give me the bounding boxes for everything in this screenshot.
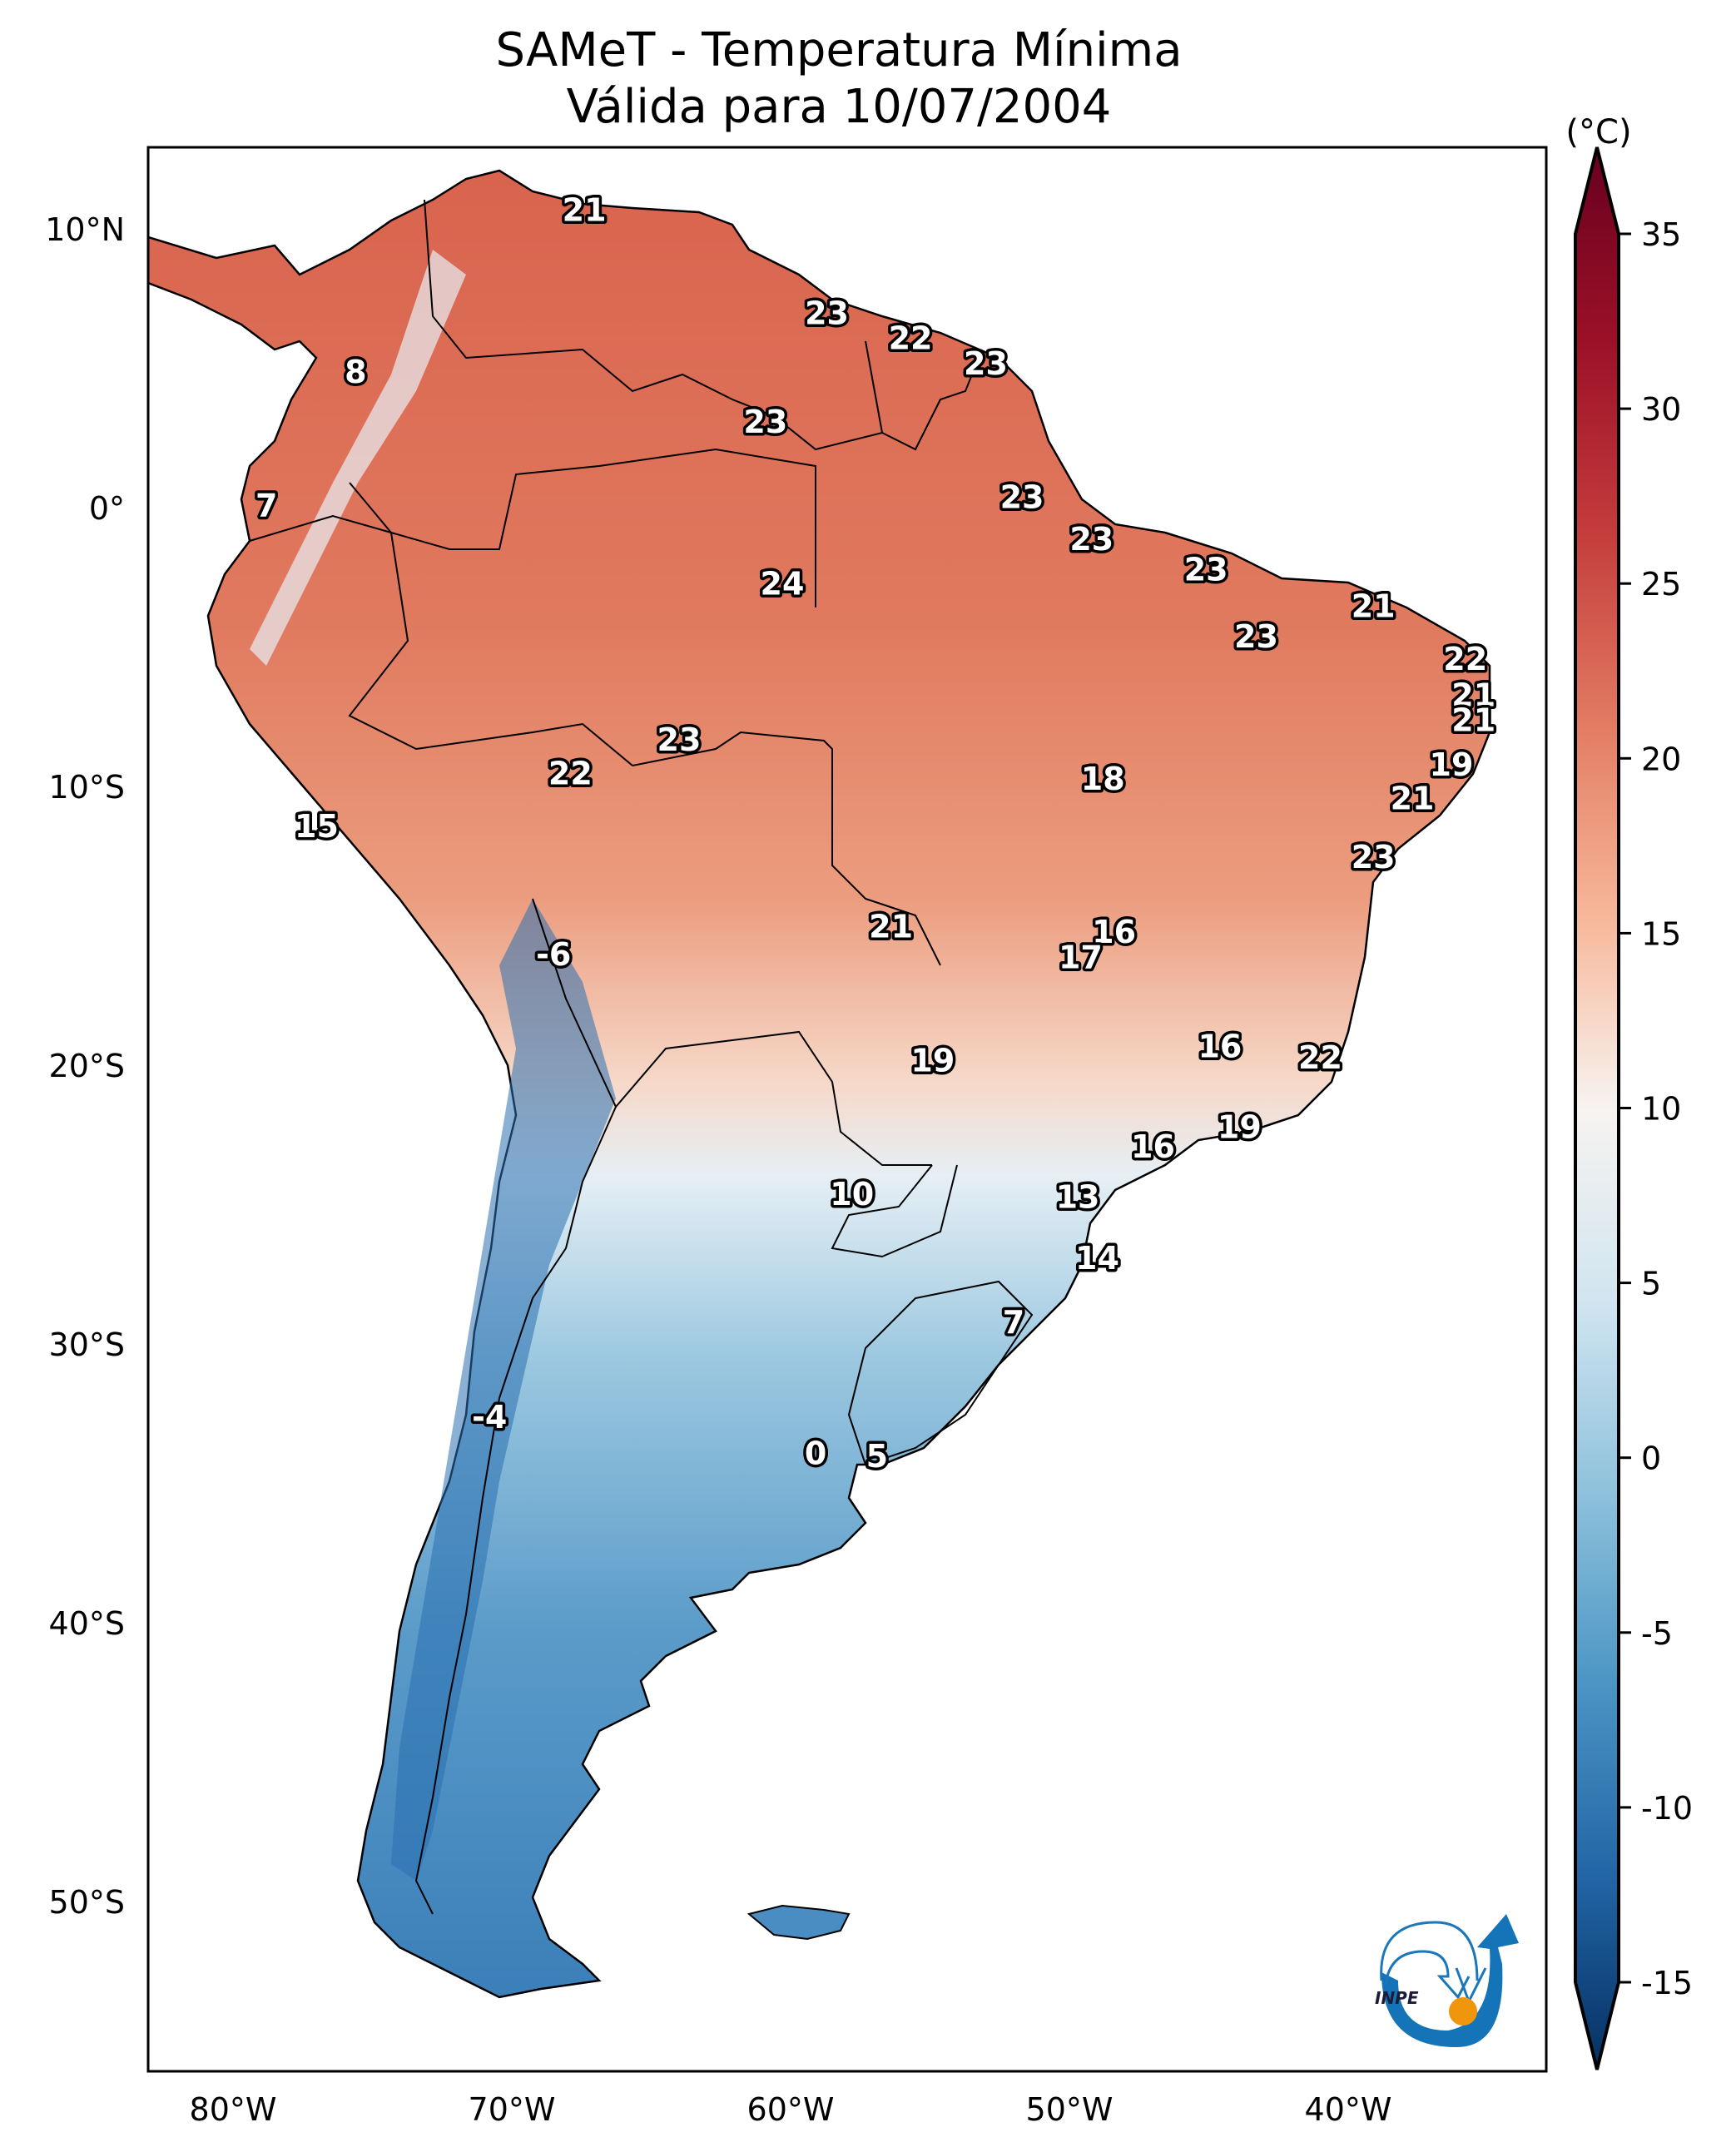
- andes-north-cool-band: [250, 250, 466, 666]
- temperature-label: 19: [1218, 1109, 1262, 1146]
- temperature-label: 19: [1430, 746, 1474, 783]
- lon-tick-label: 80°W: [190, 2091, 277, 2128]
- temperature-label: 5: [866, 1438, 888, 1475]
- logo-inner-loop-icon: [1384, 1950, 1471, 2000]
- colorbar: (°C) 35 30 25 20 15 10 5 0 -5 -10 -15: [1565, 113, 1693, 2070]
- temperature-label: 0: [805, 1435, 826, 1472]
- temperature-label: 21: [869, 909, 913, 945]
- lat-tick-label: 20°S: [49, 1048, 125, 1084]
- temperature-label: 22: [548, 755, 593, 791]
- temperature-label: 14: [1075, 1240, 1119, 1277]
- colorbar-tick-label: 15: [1641, 915, 1681, 952]
- temperature-label: 21: [1352, 588, 1396, 624]
- lat-tick-label: 30°S: [49, 1326, 125, 1363]
- temperature-label: 16: [1131, 1128, 1175, 1165]
- temperature-label: 22: [1443, 641, 1487, 677]
- colorbar-tick-label: 25: [1641, 566, 1681, 602]
- temperature-label: -4: [472, 1399, 507, 1435]
- colorbar-tick-label: -5: [1641, 1615, 1673, 1652]
- latitude-axis: 10°N 0° 10°S 20°S 30°S 40°S 50°S: [45, 211, 125, 1921]
- temperature-label: 21: [1391, 780, 1435, 816]
- temperature-label: 23: [1352, 839, 1396, 875]
- lon-tick-label: 50°W: [1026, 2091, 1114, 2128]
- temperature-label: 23: [805, 295, 849, 332]
- temperature-label: 23: [1184, 552, 1228, 588]
- colorbar-tick-label: 10: [1641, 1091, 1681, 1128]
- temperature-label: 23: [657, 721, 702, 758]
- temperature-label: 23: [964, 345, 1008, 382]
- temperature-label: 23: [1069, 521, 1114, 558]
- lon-tick-label: 40°W: [1305, 2091, 1392, 2128]
- lat-tick-label: 40°S: [49, 1605, 125, 1642]
- colorbar-body: [1574, 146, 1620, 2070]
- logo-text: INPE: [1375, 1988, 1419, 2008]
- temperature-label: 21: [563, 192, 607, 229]
- colorbar-tick-label: 20: [1641, 741, 1681, 777]
- colorbar-tick-label: 30: [1641, 391, 1681, 428]
- temperature-label: 16: [1198, 1029, 1242, 1065]
- temperature-label: 13: [1056, 1178, 1100, 1215]
- temperature-label: -6: [536, 936, 571, 973]
- country-borders: [249, 199, 1034, 1915]
- temperature-label: 23: [743, 404, 787, 440]
- logo-swoosh-icon: [1381, 1914, 1519, 2047]
- temperature-label: 18: [1081, 761, 1125, 797]
- temperature-label: 8: [345, 354, 366, 390]
- lon-tick-label: 60°W: [747, 2091, 835, 2128]
- temperature-label: 7: [255, 488, 277, 524]
- south-america-landmass: [148, 169, 1491, 1999]
- colorbar-ticks: 35 30 25 20 15 10 5 0 -5 -10 -15: [1619, 216, 1693, 2001]
- temperature-label: 15: [295, 808, 339, 845]
- temperature-label: 7: [1003, 1304, 1024, 1341]
- colorbar-tick-label: 35: [1641, 216, 1681, 253]
- colorbar-tick-label: -10: [1641, 1790, 1693, 1827]
- temperature-label: 23: [1234, 618, 1278, 655]
- temperature-label: 10: [830, 1176, 874, 1212]
- colorbar-unit-label: (°C): [1565, 113, 1631, 151]
- colorbar-tick-label: -15: [1641, 1965, 1693, 2001]
- lat-tick-label: 10°N: [45, 211, 125, 248]
- temperature-label: 21: [1451, 677, 1495, 713]
- colorbar-tick-label: 0: [1641, 1440, 1661, 1477]
- temperature-label: 24: [761, 565, 805, 602]
- temperature-label: 16: [1092, 914, 1136, 950]
- temperature-label: 22: [889, 320, 933, 357]
- longitude-axis: 80°W 70°W 60°W 50°W 40°W: [190, 2091, 1392, 2128]
- chart-title-line1: SAMeT - Temperatura Mínima: [495, 23, 1183, 77]
- lat-tick-label: 10°S: [49, 769, 125, 806]
- falkland-islands: [746, 1904, 851, 1941]
- lat-tick-label: 50°S: [49, 1884, 125, 1921]
- lat-tick-label: 0°: [89, 490, 125, 527]
- inpe-logo: INPE: [1375, 1914, 1519, 2047]
- temperature-label: 23: [1000, 479, 1044, 516]
- colorbar-tick-label: 5: [1641, 1266, 1661, 1302]
- map-frame: [146, 146, 1548, 2073]
- chart-title-line2: Válida para 10/07/2004: [566, 80, 1112, 134]
- temperature-label: 22: [1298, 1039, 1342, 1076]
- temperature-label: 17: [1059, 939, 1103, 975]
- lon-tick-label: 70°W: [469, 2091, 556, 2128]
- temperature-label: 21: [1451, 702, 1495, 739]
- logo-sun-icon: [1449, 1997, 1477, 2026]
- andes-cold-band: [391, 899, 616, 1881]
- temperature-label: 19: [910, 1042, 955, 1078]
